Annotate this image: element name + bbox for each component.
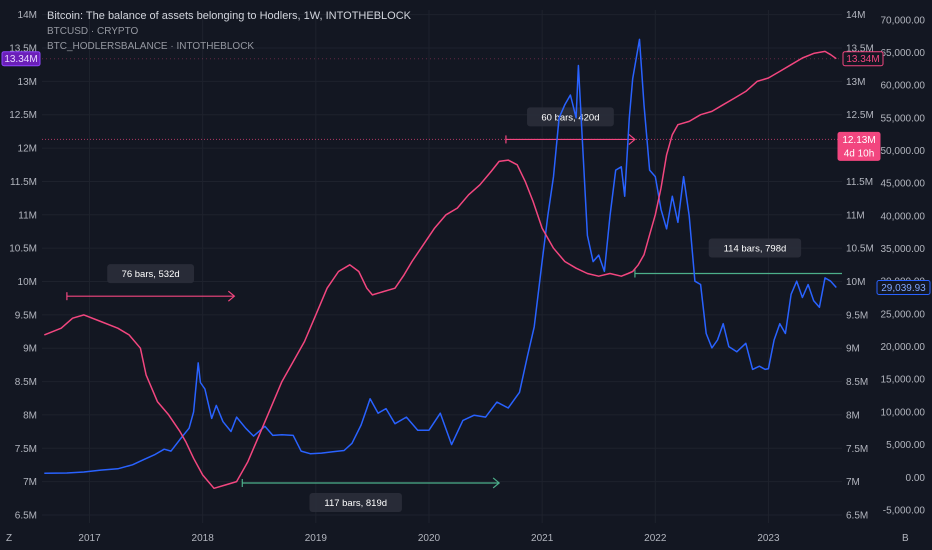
- left-tick-label: 12M: [18, 144, 37, 155]
- left-tick-label: 8M: [23, 410, 37, 421]
- inner-right-tick-label: 10M: [846, 277, 865, 288]
- measure-label: 117 bars, 819d: [324, 498, 387, 509]
- inner-right-tick-label: 10.5M: [846, 244, 874, 255]
- series2-legend-label[interactable]: BTC_HODLERSBALANCE · INTOTHEBLOCK: [47, 41, 254, 52]
- x-tick-label: 2023: [757, 533, 780, 544]
- left-tick-label: 13.5M: [9, 44, 37, 55]
- right-tick-label: 40,000.00: [881, 211, 926, 222]
- x-tick-label: 2017: [78, 533, 101, 544]
- series1-legend-label[interactable]: BTCUSD · CRYPTO: [47, 26, 139, 37]
- right-hodler-price-tag-label: 13.34M: [846, 54, 879, 65]
- measure-arrow: [628, 133, 636, 145]
- right-tick-label: 35,000.00: [881, 244, 926, 255]
- right-tick-label: 65,000.00: [881, 48, 926, 59]
- measure-label: 114 bars, 798d: [724, 244, 787, 255]
- btc-price-tag-box: [876, 279, 931, 295]
- grid-layer: [42, 10, 842, 523]
- measure-layer: 76 bars, 532d 117 bars, 819d 60 bars, 420d…: [66, 107, 842, 512]
- right-hodler-price-tag-box: [842, 51, 884, 67]
- measure-label-box: [107, 264, 195, 284]
- measure-arrow: [492, 477, 501, 489]
- inner-right-tick-label: 8M: [846, 410, 860, 421]
- x-tick-label: 2018: [192, 533, 215, 544]
- tag-layer: 13.34M 13.34M 12.13M 4d 10h 29,039.93: [1, 51, 931, 295]
- right-tick-label: 15,000.00: [881, 375, 926, 386]
- timezone-mark[interactable]: Z: [6, 533, 12, 544]
- inner-right-tick-label: 6.5M: [846, 510, 868, 521]
- inner-right-tick-label: 13M: [846, 77, 865, 88]
- right-tick-label: 10,000.00: [881, 407, 926, 418]
- left-hodler-price-tag-box: [1, 51, 41, 67]
- left-tick-label: 14M: [18, 10, 37, 21]
- level-price-tag-countdown: 4d 10h: [844, 148, 875, 159]
- x-tick-label: 2019: [305, 533, 328, 544]
- level-price-tag-box: [837, 131, 881, 161]
- btc-price-line: [44, 38, 837, 475]
- measure-label: 76 bars, 532d: [122, 269, 180, 280]
- inner-right-tick-label: 12.5M: [846, 110, 874, 121]
- left-tick-label: 11M: [18, 210, 37, 221]
- right-tick-label: 0.00: [906, 473, 926, 484]
- left-tick-label: 13M: [18, 77, 37, 88]
- left-tick-label: 10M: [18, 277, 37, 288]
- left-tick-label: 9M: [23, 344, 37, 355]
- left-hodler-price-tag-label: 13.34M: [4, 54, 37, 65]
- right-tick-label: 50,000.00: [881, 146, 926, 157]
- left-tick-label: 12.5M: [9, 110, 37, 121]
- right-tick-label: 55,000.00: [881, 113, 926, 124]
- inner-right-tick-label: 8.5M: [846, 377, 868, 388]
- right-tick-label: 60,000.00: [881, 81, 926, 92]
- inner-right-tick-label: 14M: [846, 10, 865, 21]
- measure-label-box: [309, 492, 402, 512]
- measure-label-box: [708, 238, 802, 258]
- right-tick-label: 5,000.00: [886, 440, 925, 451]
- inner-right-tick-label: 7.5M: [846, 444, 868, 455]
- header-layer: Bitcoin: The balance of assets belonging…: [6, 10, 909, 544]
- series-layer: [44, 38, 837, 490]
- left-tick-label: 10.5M: [9, 244, 37, 255]
- inner-right-tick-label: 7M: [846, 477, 860, 488]
- left-tick-label: 6.5M: [15, 510, 37, 521]
- right-tick-label: 20,000.00: [881, 342, 926, 353]
- left-tick-label: 7M: [23, 477, 37, 488]
- chart-title: Bitcoin: The balance of assets belonging…: [47, 10, 412, 22]
- measure-label: 60 bars, 420d: [541, 112, 599, 123]
- inner-right-tick-label: 9M: [846, 344, 860, 355]
- right-tick-label: 70,000.00: [881, 15, 926, 26]
- inner-right-tick-label: 13.5M: [846, 44, 874, 55]
- measure-arrow: [227, 290, 236, 302]
- inner-right-tick-label: 11M: [846, 210, 865, 221]
- btc-price-tag-label: 29,039.93: [881, 283, 926, 294]
- left-tick-label: 8.5M: [15, 377, 37, 388]
- x-tick-label: 2021: [531, 533, 554, 544]
- left-tick-label: 7.5M: [15, 444, 37, 455]
- level-price-tag-label: 12.13M: [842, 135, 875, 146]
- right-tick-label: 45,000.00: [881, 179, 926, 190]
- right-tick-label: 25,000.00: [881, 309, 926, 320]
- hodler-balance-line: [44, 50, 837, 490]
- x-tick-label: 2020: [418, 533, 441, 544]
- inner-right-tick-label: 11.5M: [846, 177, 873, 188]
- right-tick-label: -5,000.00: [883, 505, 926, 516]
- left-tick-label: 9.5M: [15, 310, 37, 321]
- measure-label-box: [527, 107, 614, 127]
- left-tick-label: 11.5M: [10, 177, 37, 188]
- x-tick-label: 2022: [644, 533, 667, 544]
- scale-mode-mark[interactable]: B: [902, 533, 909, 544]
- inner-right-tick-label: 9.5M: [846, 310, 868, 321]
